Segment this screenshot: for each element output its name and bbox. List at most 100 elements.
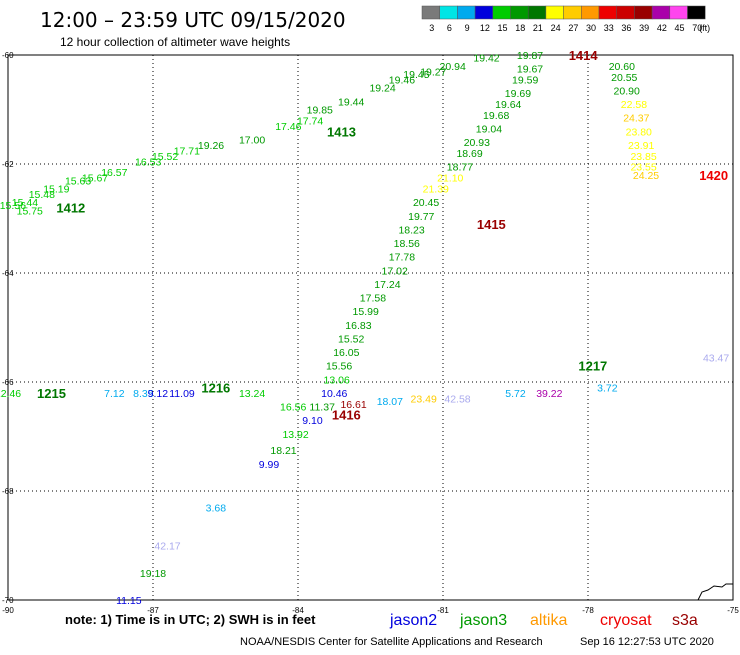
legend-jason3: jason3: [459, 612, 507, 629]
scale-label: 39: [639, 23, 649, 33]
track-number: 1416: [332, 408, 361, 423]
wave-height-value: 10.46: [321, 388, 347, 400]
wave-height-value: 19.04: [476, 124, 502, 136]
wave-height-value: 11.37: [309, 402, 335, 414]
scale-swatch: [421, 5, 440, 20]
wave-height-value: 15.56: [0, 200, 26, 212]
wave-height-value: 15.67: [82, 173, 108, 185]
wave-height-value: 15.63: [65, 175, 91, 187]
lon-tick-label: -84: [292, 606, 304, 615]
wave-height-value: 9.99: [259, 459, 280, 471]
wave-height-value: 20.60: [609, 61, 635, 73]
map-subtitle: 12 hour collection of altimeter wave hei…: [60, 35, 290, 49]
scale-swatch: [563, 5, 582, 20]
wave-height-value: 18.21: [270, 445, 296, 457]
wave-height-value: 23.80: [626, 126, 652, 138]
wave-height-value: 19.85: [307, 105, 333, 117]
scale-label: 33: [604, 23, 614, 33]
scale-swatch: [634, 5, 653, 20]
scale-swatch: [651, 5, 671, 20]
scale-swatch: [527, 5, 547, 20]
graticule: [8, 55, 733, 600]
wave-height-value: 15.75: [17, 205, 43, 217]
wave-height-value: 17.78: [389, 252, 415, 264]
wave-height-value: 19.77: [408, 211, 434, 223]
scale-swatch: [457, 5, 476, 20]
scale-swatch: [669, 5, 688, 20]
scale-label: 24: [551, 23, 561, 33]
legend-s3a: s3a: [672, 612, 698, 629]
legend-jason2: jason2: [389, 612, 437, 629]
footer-timestamp: Sep 16 12:27:53 UTC 2020: [580, 636, 714, 648]
wave-height-value: 15.19: [43, 184, 69, 196]
scale-swatch: [687, 5, 706, 20]
scale-label: 3: [429, 23, 434, 33]
wave-height-value: 19.27: [420, 66, 446, 78]
lon-tick-label: -78: [582, 606, 594, 615]
wave-height-value: 19.67: [517, 64, 543, 76]
legend-altika: altika: [530, 612, 567, 629]
wave-height-value: 9.10: [302, 415, 323, 427]
wave-height-value: 23.85: [630, 151, 656, 163]
track-number: 1413: [327, 124, 356, 139]
wave-height-value: 11.15: [116, 595, 142, 607]
wave-height-value: 43.47: [703, 352, 729, 364]
scale-swatch: [598, 5, 617, 20]
wave-height-value: 12.46: [0, 388, 21, 400]
wave-height-value: 17.74: [297, 115, 323, 127]
track-number: 1412: [56, 201, 85, 216]
wave-height-value: 19.64: [495, 99, 521, 111]
wave-height-value: 19.44: [338, 96, 364, 108]
track-number: 1215: [37, 386, 66, 401]
wave-height-value: 19.68: [483, 110, 509, 122]
scale-swatch: [581, 5, 600, 20]
scale-label: 30: [586, 23, 596, 33]
wave-height-value: 20.94: [440, 61, 466, 73]
wave-height-value: 42.17: [154, 541, 180, 553]
wave-height-value: 20.93: [464, 137, 490, 149]
lon-tick-label: -87: [147, 606, 159, 615]
scale-label: 70: [692, 23, 702, 33]
lat-tick-label: -62: [2, 160, 14, 169]
wave-height-value: 19.87: [517, 50, 543, 62]
scale-label: 45: [675, 23, 685, 33]
wave-height-value: 19.24: [369, 83, 395, 95]
wave-height-value: 19.42: [473, 53, 499, 65]
coastline: [697, 583, 733, 601]
wave-height-value: 18.77: [447, 162, 473, 174]
wave-height-value: 20.90: [614, 85, 640, 97]
track-number: 1414: [569, 48, 599, 63]
wave-height-value: 39.22: [536, 388, 562, 400]
wave-height-value: 9.12: [148, 388, 169, 400]
wave-height-value: 24.25: [633, 170, 659, 182]
wave-height-value: 17.02: [382, 265, 408, 277]
wave-height-value: 19.59: [512, 75, 538, 87]
wave-height-value: 16.83: [345, 320, 371, 332]
wave-height-value: 23.91: [628, 140, 654, 152]
scale-swatch: [510, 5, 529, 20]
scale-label: 36: [621, 23, 631, 33]
scale-label: 27: [568, 23, 578, 33]
wave-height-value: 21.39: [423, 184, 449, 196]
lat-tick-label: -68: [2, 487, 14, 496]
wave-height-value: 11.09: [169, 388, 195, 400]
wave-height-value: 23.49: [411, 393, 437, 405]
lat-tick-label: -64: [2, 269, 14, 278]
wave-height-value: 16.53: [135, 156, 161, 168]
wave-height-value: 15.48: [29, 189, 55, 201]
lon-tick-label: -90: [2, 606, 14, 615]
legend-cryosat: cryosat: [600, 612, 652, 629]
wave-height-value: 19.46: [389, 75, 415, 87]
wave-height-value: 5.72: [505, 388, 526, 400]
track-number: 1420: [699, 168, 728, 183]
wave-height-value: 15.56: [326, 361, 352, 373]
scale-label: 42: [657, 23, 667, 33]
track-labels: 1414 1413 1412 1420 1415 1217 1215 1216 1416: [37, 48, 728, 423]
wave-height-value: 18.56: [394, 238, 420, 250]
wave-height-value: 20.45: [413, 197, 439, 209]
scale-swatch: [492, 5, 511, 20]
footer-credit: NOAA/NESDIS Center for Satellite Applica…: [240, 636, 543, 648]
